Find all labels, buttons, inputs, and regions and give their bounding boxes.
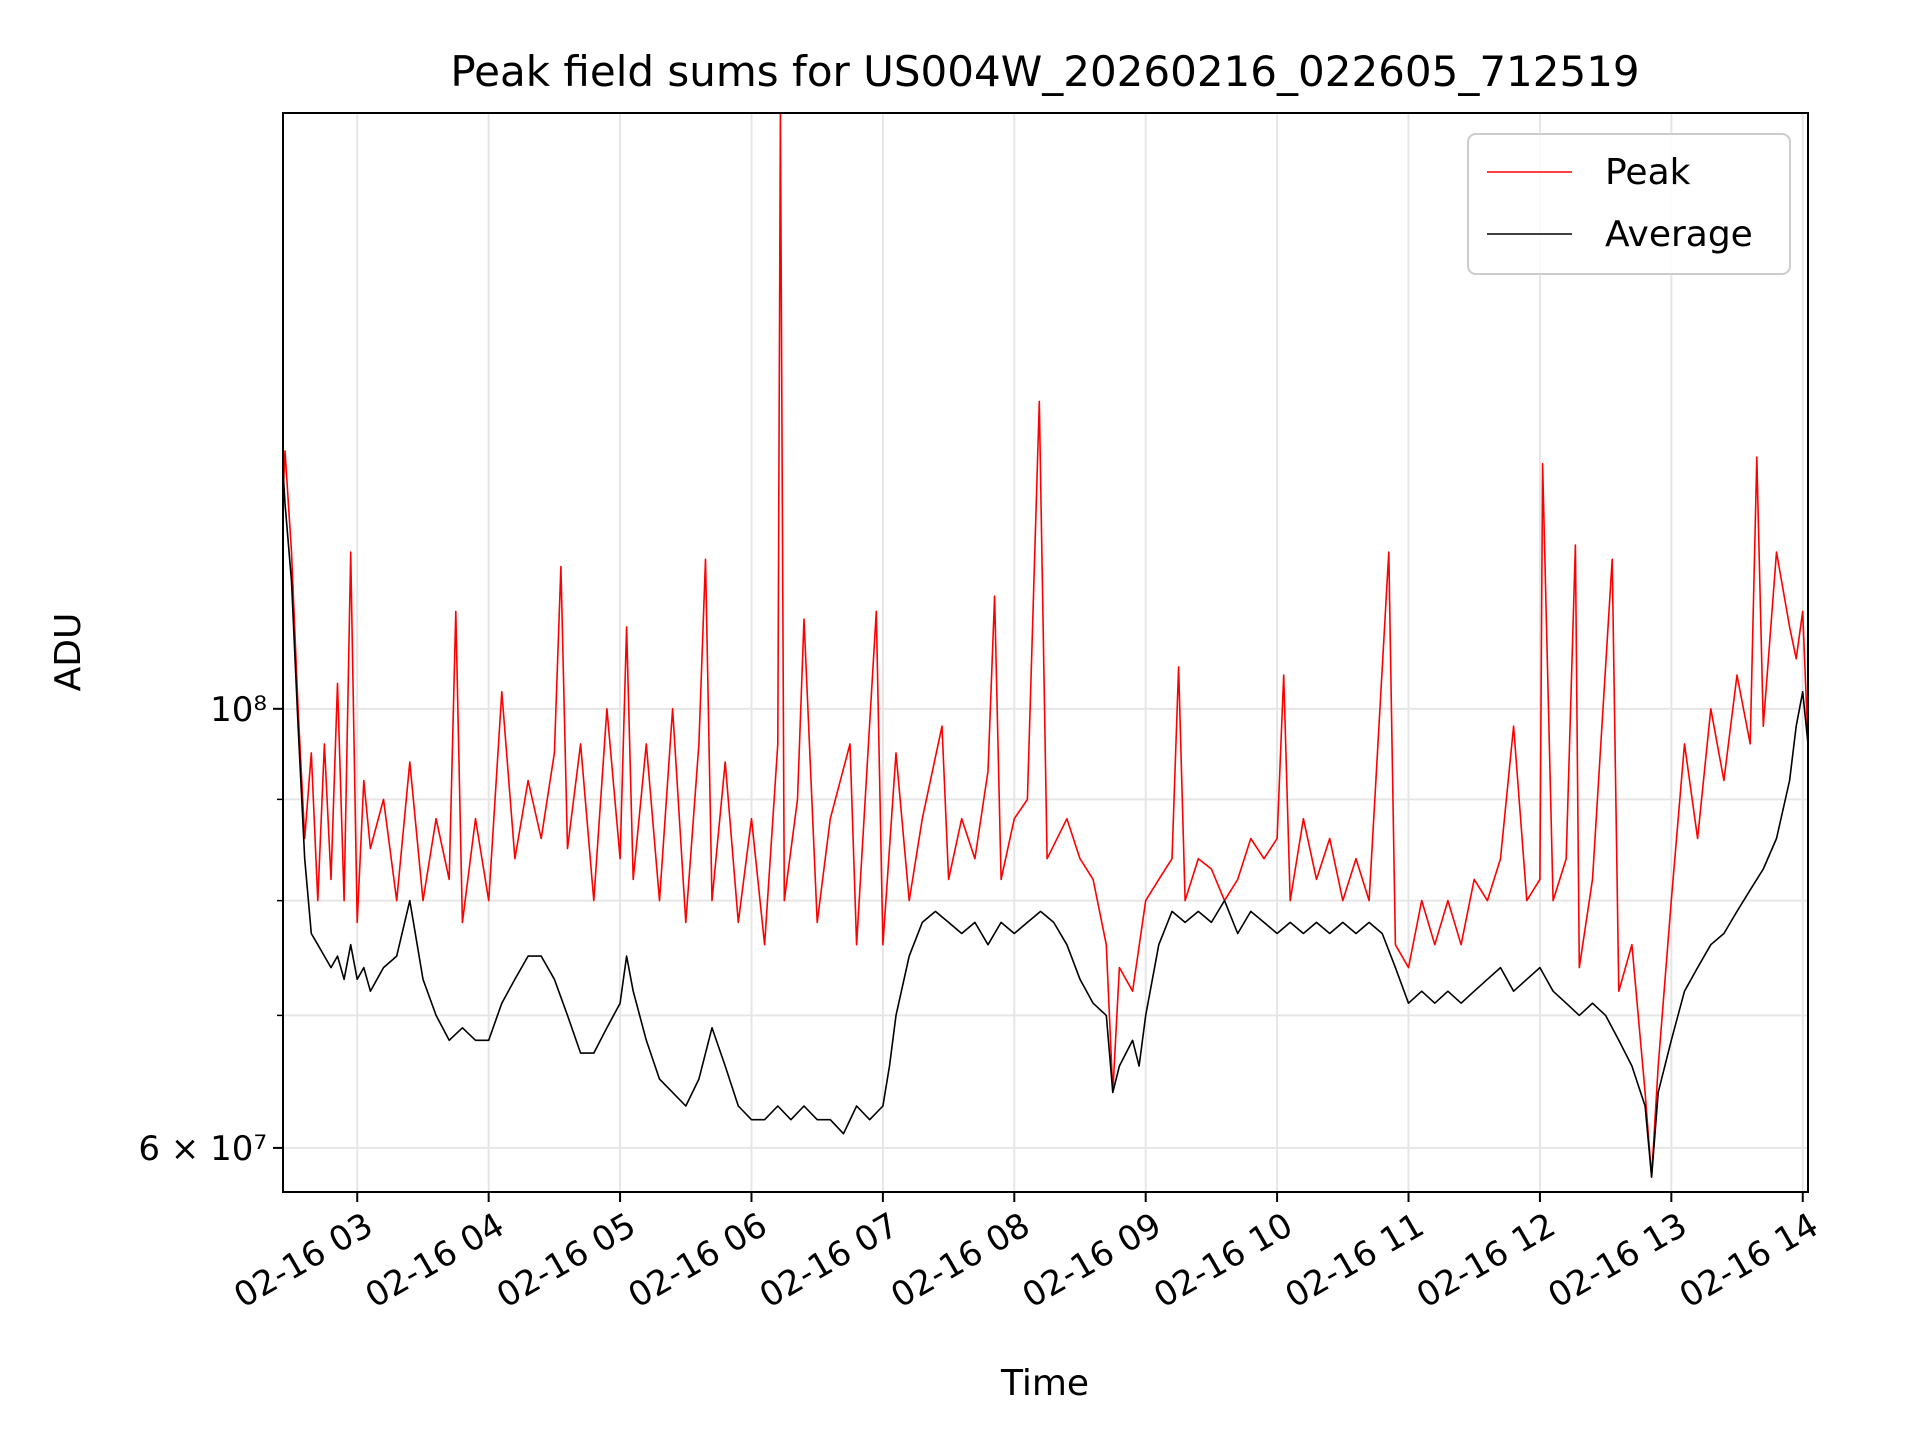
y-tick-label: 10⁸ <box>210 690 267 730</box>
series-line-peak <box>283 113 1808 1178</box>
legend-average-label: Average <box>1605 214 1753 255</box>
y-axis-ticks: 6 × 10⁷ 10⁸ <box>138 690 283 1169</box>
legend-box <box>1467 133 1791 275</box>
x-axis-label: Time <box>1000 1363 1089 1404</box>
plot-frame <box>282 112 1809 1193</box>
y-axis-label: ADU <box>48 613 89 692</box>
legend: Peak Average <box>1467 133 1791 275</box>
series-line-average <box>283 470 1808 1178</box>
series-layer <box>283 113 1808 1178</box>
chart-title: Peak field sums for US004W_20260216_0226… <box>450 47 1639 96</box>
legend-peak-label: Peak <box>1605 152 1691 193</box>
y-tick-label: 6 × 10⁷ <box>138 1129 267 1169</box>
